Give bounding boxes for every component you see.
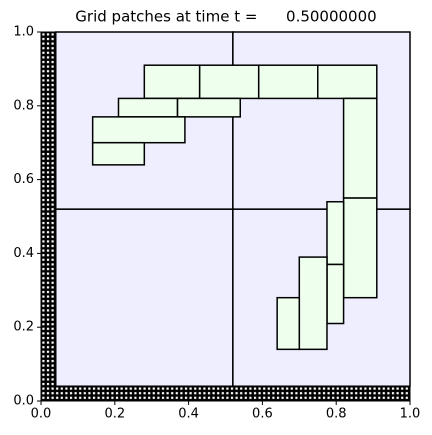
patch bbox=[342, 197, 378, 299]
y-tick-label: 0.2 bbox=[13, 320, 34, 335]
patch bbox=[232, 31, 411, 210]
x-tick-label: 0.4 bbox=[178, 407, 199, 422]
y-tick-label: 0.4 bbox=[13, 246, 34, 261]
patch bbox=[257, 64, 319, 100]
x-tick-label: 0.6 bbox=[252, 407, 273, 422]
patch bbox=[91, 141, 146, 166]
chart-title: Grid patches at time t = 0.50000000 bbox=[75, 8, 376, 26]
x-tick-label: 1.0 bbox=[400, 407, 421, 422]
patch bbox=[298, 256, 328, 351]
patch bbox=[317, 64, 378, 100]
ghost-region bbox=[41, 386, 410, 401]
x-tick-label: 0.2 bbox=[104, 407, 125, 422]
patch bbox=[276, 296, 301, 351]
patch bbox=[55, 208, 234, 387]
y-tick-label: 0.8 bbox=[13, 98, 34, 113]
patch bbox=[198, 64, 260, 100]
x-tick-label: 0.0 bbox=[31, 407, 52, 422]
y-tick-label: 0.6 bbox=[13, 172, 34, 187]
patch bbox=[326, 263, 345, 325]
patch bbox=[326, 200, 345, 266]
patch bbox=[117, 97, 179, 118]
patch bbox=[176, 97, 242, 118]
patch bbox=[91, 116, 186, 144]
patch bbox=[342, 97, 378, 199]
axes-frame bbox=[40, 31, 411, 402]
y-tick-label: 0.0 bbox=[13, 394, 34, 409]
ghost-region bbox=[41, 32, 56, 401]
y-tick-label: 1.0 bbox=[13, 25, 34, 40]
x-tick-label: 0.8 bbox=[326, 407, 347, 422]
patch bbox=[143, 64, 201, 100]
